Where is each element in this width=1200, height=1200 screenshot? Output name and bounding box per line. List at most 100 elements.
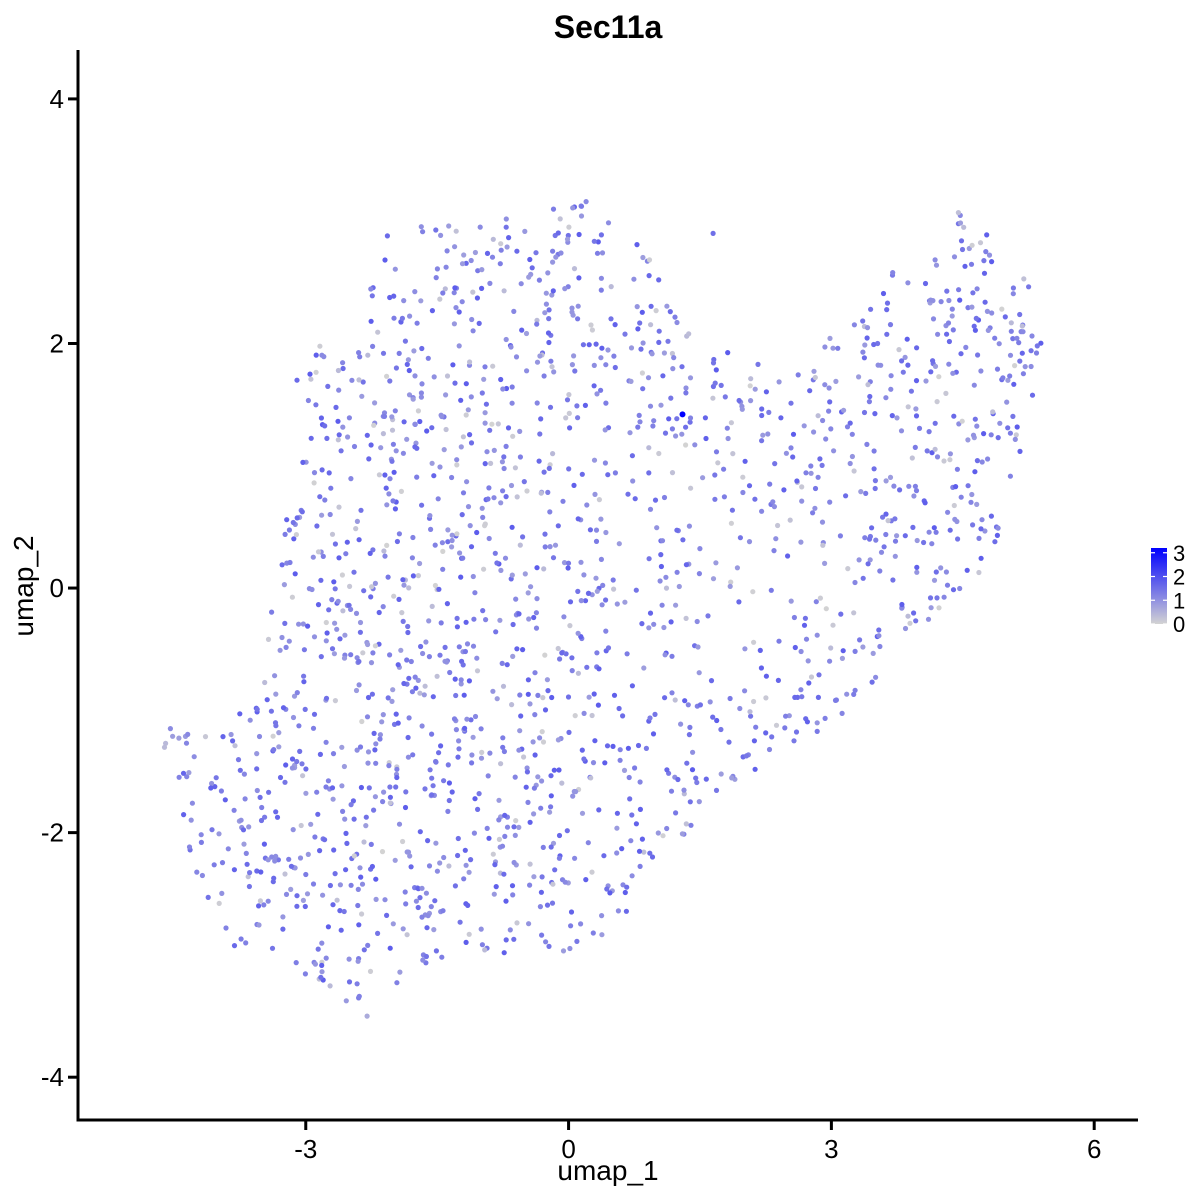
- data-point: [348, 802, 354, 808]
- data-point: [318, 974, 324, 980]
- data-point: [287, 559, 293, 566]
- data-point: [342, 632, 348, 638]
- data-point: [472, 796, 478, 802]
- data-point: [572, 368, 578, 374]
- data-point: [968, 261, 975, 267]
- data-point: [934, 595, 940, 601]
- data-point: [604, 886, 610, 892]
- data-point: [880, 514, 886, 520]
- data-point: [1017, 448, 1023, 454]
- data-point: [312, 834, 318, 840]
- data-point: [740, 474, 746, 480]
- data-point: [458, 677, 464, 683]
- data-point: [603, 529, 609, 536]
- data-point: [856, 557, 862, 563]
- data-point: [865, 382, 871, 388]
- data-point: [936, 374, 942, 380]
- data-point: [828, 645, 834, 651]
- data-point: [871, 341, 877, 348]
- data-point: [544, 677, 551, 683]
- data-point: [330, 902, 336, 908]
- data-point: [1019, 350, 1025, 356]
- data-point: [905, 404, 911, 410]
- data-point: [792, 644, 798, 651]
- data-point: [576, 231, 582, 238]
- data-point: [934, 399, 940, 405]
- data-point: [381, 789, 387, 795]
- data-point: [687, 419, 693, 425]
- data-point: [216, 831, 222, 837]
- data-point: [661, 624, 667, 631]
- data-point: [807, 388, 813, 394]
- data-point: [670, 366, 676, 372]
- data-point: [286, 638, 292, 644]
- data-point: [725, 350, 731, 356]
- data-point: [582, 598, 589, 604]
- data-point: [555, 737, 562, 743]
- data-point: [813, 599, 819, 605]
- data-point: [273, 853, 279, 860]
- data-point: [579, 810, 586, 816]
- data-point: [219, 860, 226, 866]
- data-point: [258, 869, 264, 875]
- data-point: [559, 650, 565, 656]
- data-point: [752, 766, 758, 772]
- data-point: [302, 971, 308, 977]
- data-point: [605, 220, 612, 226]
- data-point: [647, 610, 654, 616]
- data-point: [570, 205, 576, 211]
- data-point: [742, 688, 748, 694]
- data-point: [905, 362, 911, 368]
- data-point: [794, 478, 800, 484]
- data-point: [586, 590, 592, 596]
- data-point: [491, 495, 497, 501]
- data-point: [525, 799, 531, 806]
- data-point: [418, 298, 424, 304]
- data-point: [1038, 340, 1044, 346]
- data-point: [787, 517, 793, 523]
- data-point: [934, 454, 941, 460]
- data-point: [748, 376, 754, 382]
- data-point: [971, 382, 977, 388]
- data-point: [373, 896, 379, 903]
- data-point: [421, 692, 427, 698]
- data-point: [766, 746, 773, 753]
- data-point: [944, 288, 950, 294]
- data-point: [826, 385, 832, 391]
- data-point: [303, 766, 309, 772]
- data-point: [495, 421, 501, 427]
- data-point: [715, 460, 721, 466]
- data-point: [237, 767, 243, 773]
- data-point: [383, 485, 389, 491]
- data-point: [322, 497, 328, 503]
- data-point: [293, 532, 299, 538]
- data-point: [480, 608, 486, 614]
- data-point: [462, 847, 468, 853]
- data-point: [860, 318, 866, 324]
- data-point: [414, 320, 420, 326]
- data-point: [811, 368, 817, 374]
- data-point: [408, 658, 414, 665]
- data-point: [594, 391, 600, 397]
- data-point: [329, 646, 336, 652]
- data-point: [418, 224, 424, 230]
- data-point: [690, 749, 696, 755]
- data-point: [923, 378, 929, 384]
- data-point: [819, 462, 825, 468]
- data-point: [354, 747, 360, 753]
- data-point: [623, 908, 630, 914]
- data-point: [516, 824, 522, 831]
- data-point: [409, 555, 415, 561]
- data-point: [826, 408, 832, 414]
- x-tick-label: 6: [1087, 1134, 1101, 1164]
- data-point: [985, 327, 991, 333]
- data-point: [428, 526, 434, 533]
- data-point: [315, 549, 322, 555]
- data-point: [501, 950, 507, 956]
- data-point: [208, 785, 214, 791]
- data-point: [452, 883, 458, 889]
- data-point: [718, 382, 724, 388]
- data-point: [405, 357, 411, 363]
- data-point: [445, 808, 451, 815]
- data-point: [500, 744, 506, 750]
